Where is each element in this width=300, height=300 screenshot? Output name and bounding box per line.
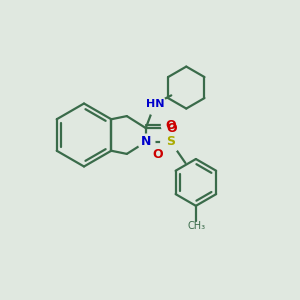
Text: HN: HN — [146, 99, 164, 109]
Text: O: O — [152, 148, 163, 161]
Text: O: O — [165, 119, 176, 132]
Text: S: S — [166, 135, 175, 148]
Text: CH₃: CH₃ — [188, 221, 206, 231]
Text: N: N — [141, 135, 151, 148]
Text: O: O — [166, 122, 177, 135]
